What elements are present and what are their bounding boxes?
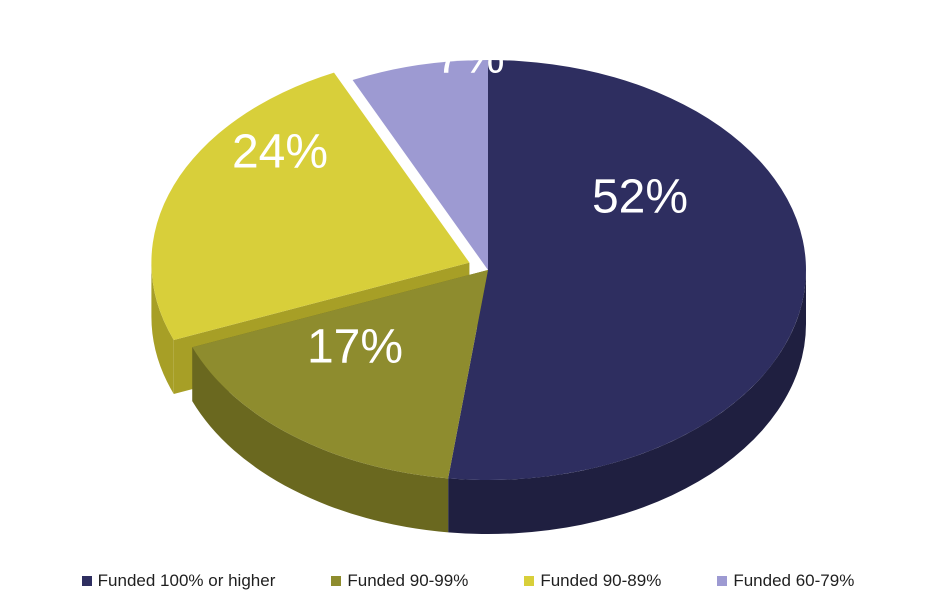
legend: Funded 100% or higher Funded 90-99% Funded… [0,571,936,591]
slice-value-label: 17% [307,321,403,374]
legend-item: Funded 90-99% [331,571,468,591]
slice-value-label: 24% [232,126,328,179]
legend-swatch [717,576,727,586]
legend-item: Funded 60-79% [717,571,854,591]
pie-chart: 52% 17% 24% 7% [0,0,936,560]
pie-chart-container: 52%17%24%7% Funded 100% or higherFunded … [0,0,936,609]
legend-label: Funded 60-79% [733,571,854,591]
legend-label: Funded 90-89% [540,571,661,591]
legend-swatch [331,576,341,586]
legend-item: Funded 90-89% [524,571,661,591]
slice-value-label: 52% [592,171,688,224]
legend-label: Funded 90-99% [347,571,468,591]
legend-swatch [524,576,534,586]
legend-item: Funded 100% or higher [82,571,276,591]
legend-swatch [82,576,92,586]
legend-label: Funded 100% or higher [98,571,276,591]
slice-value-label: 7% [435,31,504,84]
